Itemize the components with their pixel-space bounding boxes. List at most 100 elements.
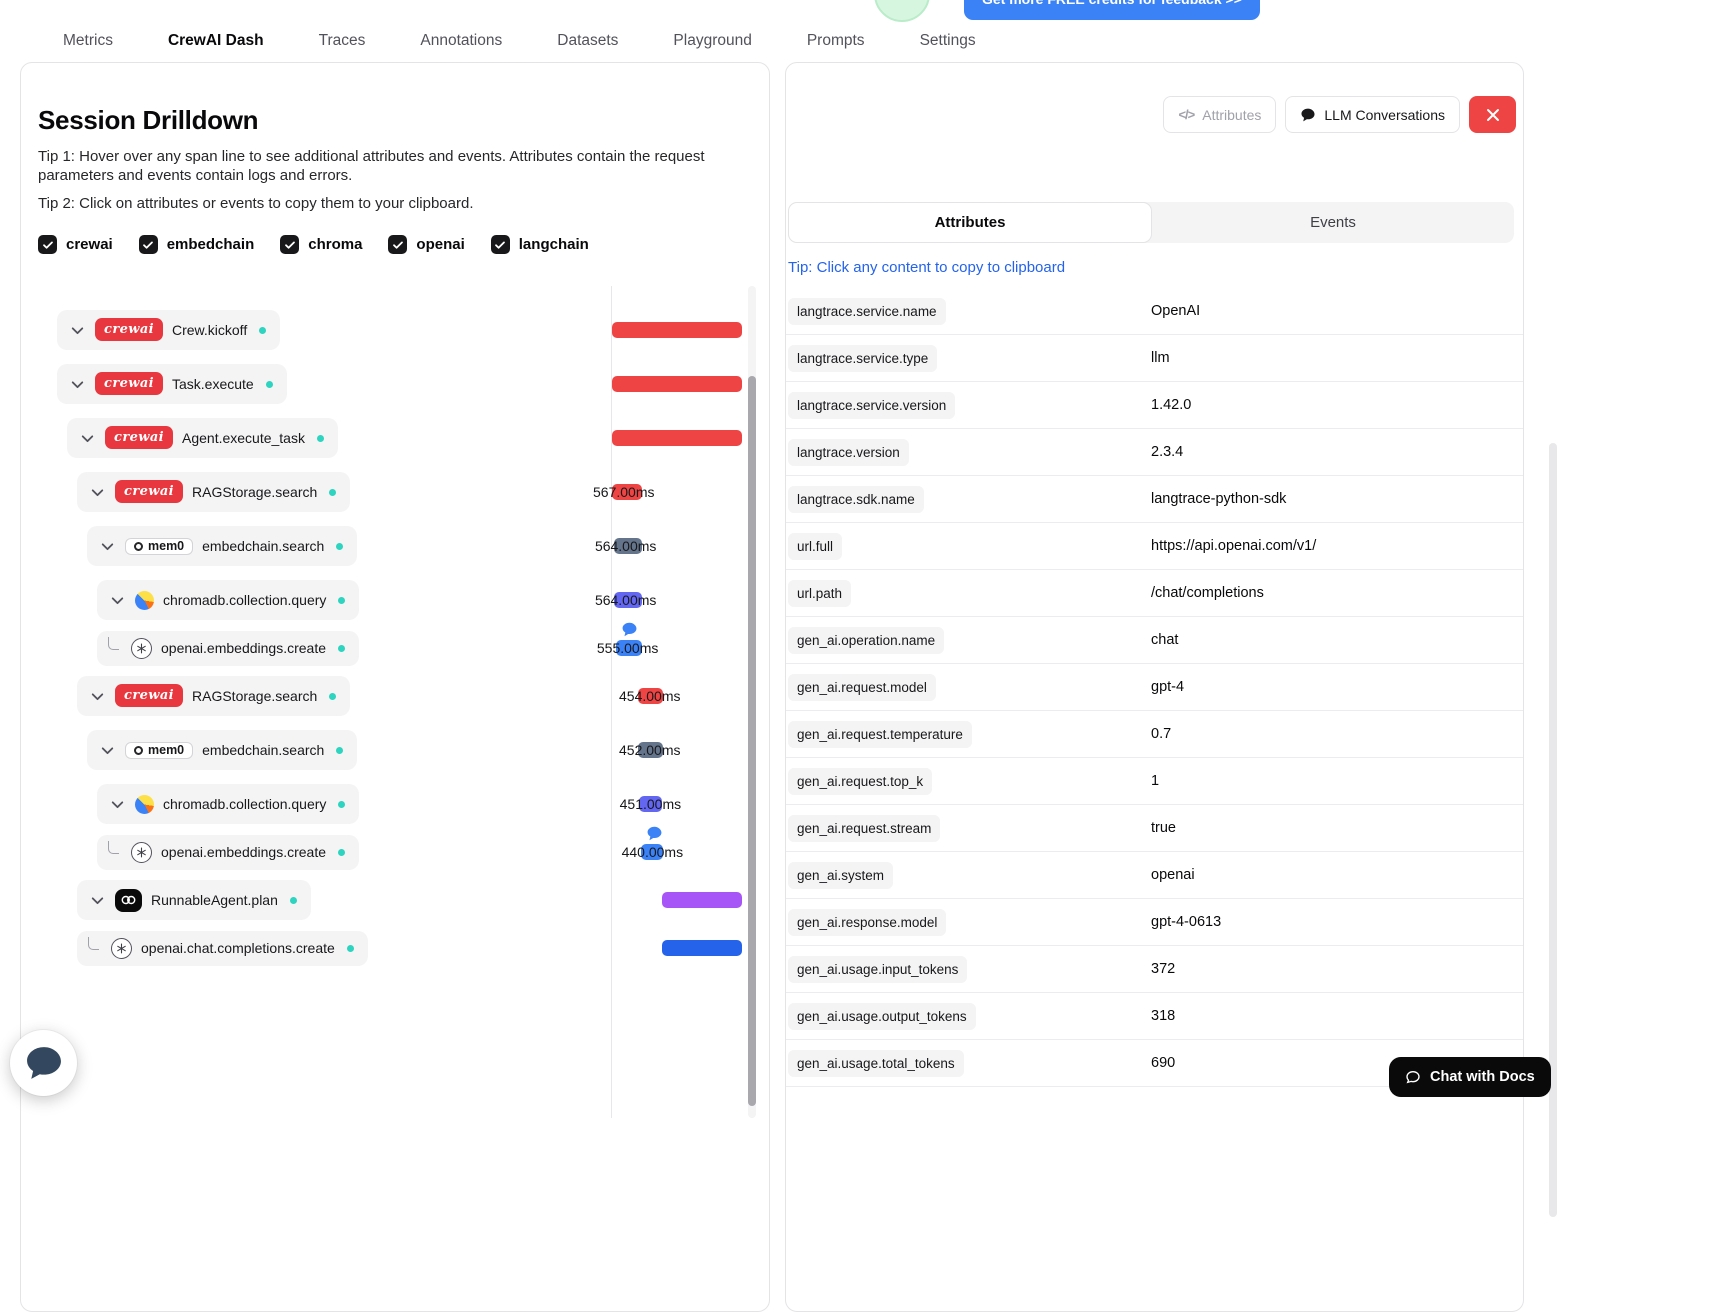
span-timeline-bar[interactable] [612,376,742,392]
nav-tab-traces[interactable]: Traces [301,24,384,67]
span-row[interactable]: mem0 embedchain.search 452.00ms [21,723,755,777]
span-pill[interactable]: mem0 embedchain.search [87,730,358,770]
nav-tab-annotations[interactable]: Annotations [402,24,520,67]
attribute-row[interactable]: langtrace.service.version 1.42.0 [786,382,1523,429]
attribute-key[interactable]: langtrace.sdk.name [788,485,924,513]
span-timeline-bar[interactable] [640,844,663,860]
chevron-down-icon[interactable] [78,430,96,447]
span-row[interactable]: RunnableAgent.plan [21,873,755,927]
vendor-filter-openai[interactable]: openai [388,235,465,254]
span-timeline-bar[interactable] [613,592,642,608]
span-row[interactable]: chromadb.collection.query 451.00ms [21,777,755,831]
span-timeline-bar[interactable] [612,322,742,338]
chevron-down-icon[interactable] [68,322,86,339]
attribute-key[interactable]: gen_ai.request.temperature [788,720,972,748]
span-row[interactable]: crewai RAGStorage.search 567.00ms [21,465,755,519]
attribute-row[interactable]: langtrace.service.name OpenAI [786,288,1523,335]
attribute-row[interactable]: gen_ai.request.temperature 0.7 [786,711,1523,758]
tab-attributes[interactable]: Attributes [788,202,1152,243]
nav-tab-settings[interactable]: Settings [902,24,994,67]
span-pill[interactable]: openai.chat.completions.create [77,930,368,966]
span-timeline-bar[interactable] [662,892,742,908]
span-pill[interactable]: openai.embeddings.create [97,834,360,870]
nav-tab-prompts[interactable]: Prompts [789,24,883,67]
vendor-filter-langchain[interactable]: langchain [490,235,589,254]
attribute-row[interactable]: langtrace.version 2.3.4 [786,429,1523,476]
attribute-value[interactable]: openai [1151,867,1195,883]
span-pill[interactable]: crewai Agent.execute_task [67,418,338,458]
span-row[interactable]: crewai Crew.kickoff [21,303,755,357]
attribute-key[interactable]: gen_ai.operation.name [788,626,945,654]
attribute-value[interactable]: https://api.openai.com/v1/ [1151,538,1317,554]
span-row[interactable]: openai.chat.completions.create [21,927,755,969]
checkbox-checked-icon[interactable] [280,235,300,254]
chevron-down-icon[interactable] [108,796,126,813]
attributes-button[interactable]: </> Attributes [1163,96,1277,133]
chevron-down-icon[interactable] [68,376,86,393]
free-credits-button[interactable]: Get more FREE credits for feedback >> [964,0,1260,20]
span-timeline-bar[interactable] [613,538,642,554]
span-pill[interactable]: crewai RAGStorage.search [77,472,351,512]
span-timeline-bar[interactable] [638,796,663,812]
checkbox-checked-icon[interactable] [38,235,57,254]
attribute-value[interactable]: gpt-4-0613 [1151,914,1222,930]
attribute-value[interactable]: OpenAI [1151,303,1201,319]
attribute-key[interactable]: langtrace.service.type [788,344,938,372]
nav-tab-datasets[interactable]: Datasets [539,24,636,67]
span-row[interactable]: crewai Agent.execute_task [21,411,755,465]
span-row[interactable]: crewai Task.execute [21,357,755,411]
attribute-key[interactable]: gen_ai.request.top_k [788,767,933,795]
attribute-key[interactable]: gen_ai.system [788,861,894,889]
attribute-row[interactable]: gen_ai.response.model gpt-4-0613 [786,899,1523,946]
attribute-value[interactable]: 318 [1151,1008,1176,1024]
span-pill[interactable]: chromadb.collection.query [97,580,360,620]
chat-widget-button[interactable] [10,1030,77,1096]
chat-with-docs-button[interactable]: Chat with Docs [1389,1057,1551,1097]
attribute-key[interactable]: gen_ai.request.stream [788,814,941,842]
span-row[interactable]: chromadb.collection.query 564.00ms [21,573,755,627]
span-timeline-bar[interactable] [638,742,663,758]
span-pill[interactable]: crewai Crew.kickoff [57,310,281,350]
avatar[interactable] [874,0,930,22]
span-timeline-bar[interactable] [612,484,642,500]
nav-tab-playground[interactable]: Playground [655,24,769,67]
attribute-key[interactable]: url.full [788,532,843,560]
span-pill[interactable]: openai.embeddings.create [97,630,360,666]
chevron-down-icon[interactable] [88,688,106,705]
attribute-row[interactable]: gen_ai.request.stream true [786,805,1523,852]
attribute-value[interactable]: 1.42.0 [1151,397,1192,413]
chevron-down-icon[interactable] [98,742,116,759]
attribute-key[interactable]: langtrace.service.version [788,391,956,419]
span-timeline-bar[interactable] [615,640,642,656]
attribute-key[interactable]: gen_ai.usage.output_tokens [788,1002,976,1030]
span-timeline-bar[interactable] [638,688,663,704]
vendor-filter-crewai[interactable]: crewai [38,235,113,254]
chevron-down-icon[interactable] [88,892,106,909]
page-scrollbar-thumb[interactable] [1549,443,1557,1217]
attribute-value[interactable]: 690 [1151,1055,1176,1071]
attribute-row[interactable]: gen_ai.usage.input_tokens 372 [786,946,1523,993]
checkbox-checked-icon[interactable] [138,235,158,254]
attribute-row[interactable]: gen_ai.operation.name chat [786,617,1523,664]
span-row[interactable]: mem0 embedchain.search 564.00ms [21,519,755,573]
attribute-key[interactable]: gen_ai.response.model [788,908,947,936]
attribute-row[interactable]: url.path /chat/completions [786,570,1523,617]
attribute-value[interactable]: 0.7 [1151,726,1172,742]
attribute-value[interactable]: /chat/completions [1151,585,1264,601]
attribute-key[interactable]: langtrace.service.name [788,297,946,325]
attribute-row[interactable]: gen_ai.request.model gpt-4 [786,664,1523,711]
attribute-row[interactable]: gen_ai.usage.output_tokens 318 [786,993,1523,1040]
attribute-key[interactable]: langtrace.version [788,438,909,466]
nav-tab-metrics[interactable]: Metrics [45,24,131,67]
vendor-filter-chroma[interactable]: chroma [280,235,362,254]
attribute-value[interactable]: langtrace-python-sdk [1151,491,1287,507]
checkbox-checked-icon[interactable] [388,235,408,254]
span-timeline-bar[interactable] [612,430,742,446]
attribute-value[interactable]: gpt-4 [1151,679,1185,695]
span-row[interactable]: openai.embeddings.create 555.00ms [21,622,755,669]
copy-tip-link[interactable]: Tip: Click any content to copy to clipbo… [788,259,1066,276]
span-pill[interactable]: mem0 embedchain.search [87,526,358,566]
span-pill[interactable]: RunnableAgent.plan [77,880,311,920]
chevron-down-icon[interactable] [98,538,116,555]
span-pill[interactable]: crewai RAGStorage.search [77,676,351,716]
